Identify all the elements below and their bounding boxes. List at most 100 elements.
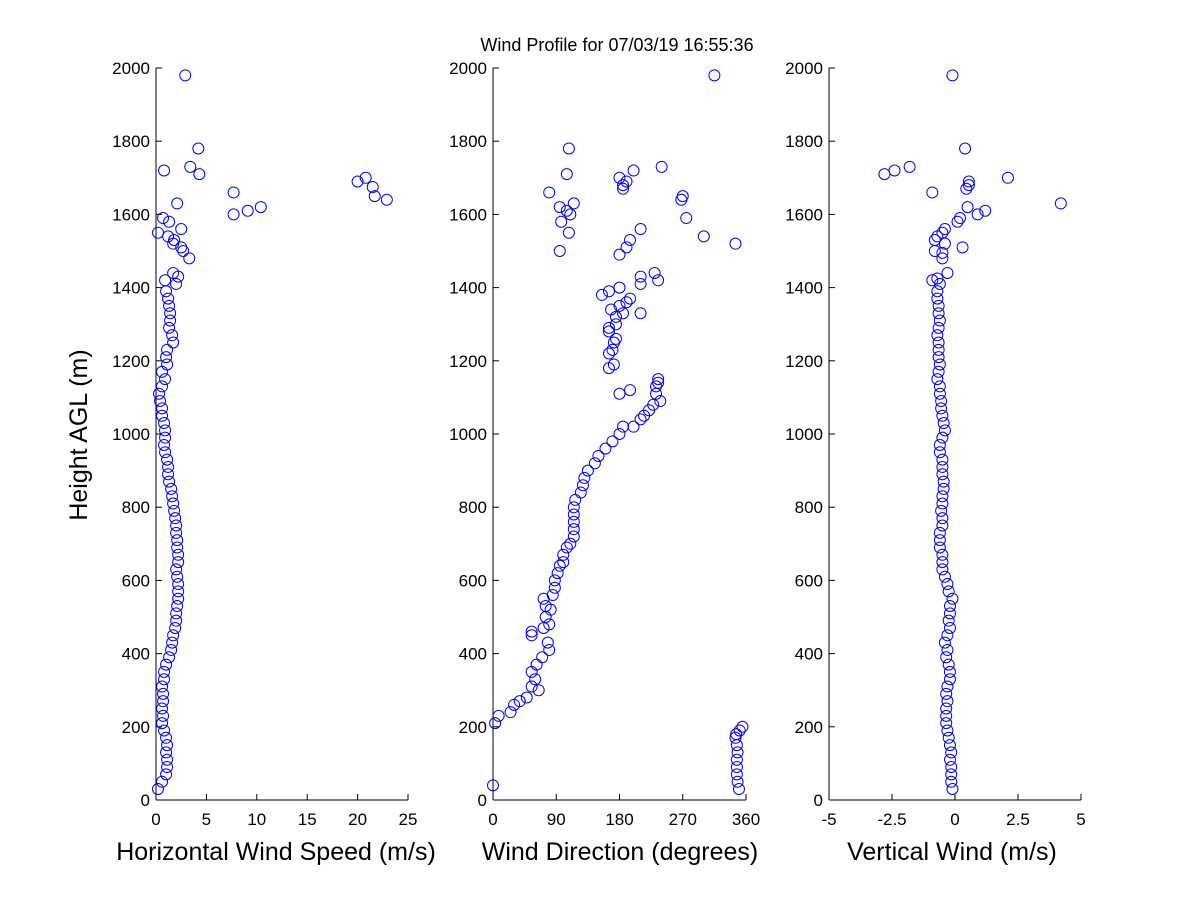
data-point (546, 589, 559, 602)
data-point (732, 783, 745, 796)
y-tick-label: 1400 (785, 279, 823, 298)
data-point (158, 438, 171, 451)
data-point (380, 193, 393, 206)
data-point (937, 417, 950, 430)
y-tick-label: 2000 (785, 59, 823, 78)
y-tick-label: 600 (122, 571, 150, 590)
data-point (159, 424, 172, 437)
data-point (979, 204, 992, 217)
data-point (599, 442, 612, 455)
y-tick-label: 200 (459, 718, 487, 737)
data-point (962, 175, 975, 188)
y-tick-label: 1200 (785, 352, 823, 371)
data-point (159, 446, 172, 459)
data-point (567, 523, 580, 536)
data-point (162, 292, 175, 305)
data-point (592, 449, 605, 462)
data-point (936, 490, 949, 503)
data-point (936, 246, 949, 259)
data-point (937, 475, 950, 488)
data-point (359, 171, 372, 184)
data-point (557, 548, 570, 561)
data-point (578, 471, 591, 484)
data-point (161, 753, 174, 766)
panel-speed: 0 200 400 600 800 1000 1200 1400 1600 1800 2000 0 5 1… (112, 59, 436, 866)
data-point (492, 709, 505, 722)
data-point (602, 285, 615, 298)
data-point (525, 629, 538, 642)
data-point (731, 775, 744, 788)
y-tick-label: 1400 (449, 279, 487, 298)
data-point (634, 307, 647, 320)
data-point (946, 783, 959, 796)
data-point (634, 270, 647, 283)
data-point (652, 373, 665, 386)
data-point (156, 402, 169, 415)
data-point (888, 164, 901, 177)
data-point (567, 197, 580, 210)
data-point (557, 556, 570, 569)
data-point (154, 395, 167, 408)
data-point (158, 665, 171, 678)
data-point (613, 171, 626, 184)
data-point (932, 307, 945, 320)
data-point (161, 358, 174, 371)
data-point (183, 252, 196, 265)
y-tick-label: 200 (122, 718, 150, 737)
data-point (937, 482, 950, 495)
x-axis-label: Horizontal Wind Speed (m/s) (116, 838, 436, 866)
data-point (634, 223, 647, 236)
data-point (159, 373, 172, 386)
x-tick-label: 25 (399, 810, 418, 829)
data-point (945, 775, 958, 788)
y-axis-label: Height AGL (m) (65, 349, 93, 520)
data-point (941, 695, 954, 708)
data-point (168, 504, 181, 517)
data-point (940, 651, 953, 664)
data-point (156, 380, 169, 393)
data-point (166, 636, 179, 649)
data-point (167, 336, 180, 349)
data-point (161, 739, 174, 752)
data-point (525, 680, 538, 693)
y-tick-label: 800 (122, 498, 150, 517)
data-point (366, 180, 379, 193)
data-point (161, 453, 174, 466)
y-tick-label: 800 (459, 498, 487, 517)
data-point (940, 717, 953, 730)
data-point (933, 526, 946, 539)
x-tick-label: 90 (547, 810, 566, 829)
data-point (942, 585, 955, 598)
data-point (730, 728, 743, 741)
data-point (553, 245, 566, 257)
data-point (487, 779, 499, 792)
x-tick-label: -5 (821, 810, 836, 829)
data-point (654, 395, 667, 408)
y-tick-label: 2000 (449, 59, 487, 78)
data-point (936, 460, 949, 473)
data-point (697, 230, 710, 243)
data-point (172, 585, 185, 598)
data-point (560, 541, 573, 554)
y-tick-label: 400 (795, 645, 823, 664)
data-point (156, 702, 169, 715)
x-tick-label: 2.5 (1006, 810, 1030, 829)
data-point (165, 643, 178, 656)
data-point (943, 600, 956, 613)
data-point (158, 724, 171, 737)
data-point (648, 266, 661, 279)
data-point (956, 241, 969, 254)
data-point (227, 186, 240, 199)
data-point (933, 534, 946, 547)
data-point (941, 643, 954, 656)
data-point (192, 142, 205, 155)
data-point (172, 548, 185, 561)
data-point (936, 453, 949, 466)
data-point (169, 512, 182, 525)
data-point (159, 274, 172, 287)
data-point (936, 548, 949, 561)
x-tick-label: 5 (202, 810, 211, 829)
data-point (624, 384, 637, 397)
data-point (167, 497, 180, 510)
data-point (163, 321, 176, 334)
